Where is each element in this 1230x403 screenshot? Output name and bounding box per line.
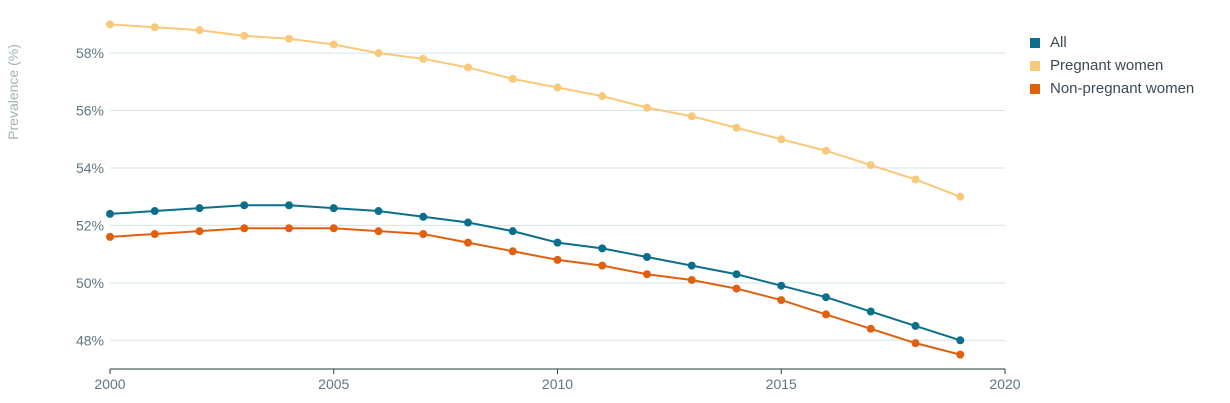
data-point-pregnant-women-2019 [956,192,965,201]
x-tick-2010: 2010 [542,376,573,392]
data-point-pregnant-women-2013 [687,112,696,121]
series-group [106,20,965,359]
data-point-pregnant-women-2002 [195,26,204,35]
data-point-non-pregnant-women-2009 [508,247,517,256]
data-point-non-pregnant-women-2007 [419,230,428,239]
data-point-all-2016 [822,293,830,302]
data-point-pregnant-women-2017 [866,161,875,170]
data-point-all-2012 [643,252,651,261]
x-tick-labels: 2000 2005 2010 2015 2020 [94,376,1020,392]
data-point-pregnant-women-2011 [598,92,607,101]
data-point-pregnant-women-2018 [911,175,920,184]
grid [110,52,1005,341]
data-point-non-pregnant-women-2013 [687,275,696,284]
data-point-pregnant-women-2006 [374,49,383,58]
data-point-pregnant-women-2009 [508,74,517,83]
data-point-all-2017 [866,307,875,316]
legend-label-all: All [1050,34,1067,51]
data-point-pregnant-women-2014 [732,123,741,132]
series-line-all [109,204,961,342]
data-point-all-2018 [911,321,920,330]
data-point-non-pregnant-women-2018 [911,339,920,348]
data-point-non-pregnant-women-2019 [956,350,965,359]
data-point-all-2013 [687,261,696,270]
data-point-non-pregnant-women-2012 [643,270,651,279]
data-point-non-pregnant-women-2015 [777,296,786,305]
legend: All Pregnant women Non-pregnant women [1030,31,1194,100]
y-axis-title: Prevalence (%) [5,44,21,140]
y-tick-54: 54% [76,160,104,176]
y-tick-58: 58% [76,45,104,61]
y-tick-50: 50% [76,275,104,291]
data-point-all-2009 [508,227,517,236]
series-line-pregnant-women [109,23,961,198]
data-point-non-pregnant-women-2010 [553,255,562,264]
data-point-all-2004 [285,201,293,210]
legend-label-non-pregnant-women: Non-pregnant women [1050,80,1195,97]
data-point-all-2015 [777,281,786,290]
data-point-non-pregnant-women-2016 [822,310,830,319]
data-point-non-pregnant-women-2017 [866,324,875,333]
data-point-non-pregnant-women-2001 [150,230,159,239]
data-point-non-pregnant-women-2011 [598,261,607,270]
data-point-non-pregnant-women-2008 [464,238,472,247]
data-point-all-2006 [374,207,383,216]
series-line-non-pregnant-women [109,227,961,356]
data-point-pregnant-women-2015 [777,135,786,144]
data-point-non-pregnant-women-2005 [329,224,338,233]
data-point-non-pregnant-women-2003 [240,224,249,233]
data-point-non-pregnant-women-2014 [732,284,741,293]
data-point-non-pregnant-women-2000 [106,232,114,241]
legend-swatch-pregnant-women [1030,60,1040,71]
data-point-pregnant-women-2001 [150,23,159,32]
data-point-pregnant-women-2005 [329,40,338,49]
x-tick-2015: 2015 [766,376,797,392]
data-point-all-2011 [598,244,607,253]
data-point-pregnant-women-2010 [553,83,562,92]
y-tick-48: 48% [76,332,104,348]
y-tick-56: 56% [76,103,104,119]
data-point-non-pregnant-women-2006 [374,227,383,236]
y-tick-labels: 48% 50% 52% 54% 56% 58% [76,45,104,348]
data-point-pregnant-women-2008 [464,63,472,72]
data-point-pregnant-women-2003 [240,31,249,40]
x-tick-2005: 2005 [318,376,349,392]
data-point-all-2008 [464,218,472,227]
series-pregnant-women [106,20,965,201]
data-point-pregnant-women-2012 [643,103,651,112]
data-point-all-2002 [195,204,204,213]
data-point-all-2000 [106,209,114,218]
series-all [106,201,965,345]
data-point-non-pregnant-women-2004 [285,224,293,233]
data-point-non-pregnant-women-2002 [195,227,204,236]
x-axis [109,368,1006,374]
data-point-all-2003 [240,201,249,210]
data-point-all-2007 [419,212,428,221]
y-tick-52: 52% [76,217,104,233]
series-non-pregnant-women [106,224,965,359]
data-point-all-2005 [329,204,338,213]
x-tick-2000: 2000 [94,376,125,392]
data-point-all-2010 [553,238,562,247]
legend-item-all[interactable]: All [1030,31,1194,54]
data-point-pregnant-women-2016 [822,146,830,155]
legend-item-pregnant-women[interactable]: Pregnant women [1030,54,1194,77]
legend-item-non-pregnant-women[interactable]: Non-pregnant women [1030,77,1194,100]
x-tick-2020: 2020 [989,376,1020,392]
data-point-all-2019 [956,336,965,345]
legend-swatch-non-pregnant-women [1030,83,1040,94]
legend-label-pregnant-women: Pregnant women [1050,57,1164,74]
data-point-pregnant-women-2000 [106,20,114,29]
data-point-all-2014 [732,270,741,279]
legend-swatch-all [1030,37,1040,48]
data-point-pregnant-women-2004 [285,34,293,43]
data-point-all-2001 [150,207,159,216]
data-point-pregnant-women-2007 [419,54,428,63]
